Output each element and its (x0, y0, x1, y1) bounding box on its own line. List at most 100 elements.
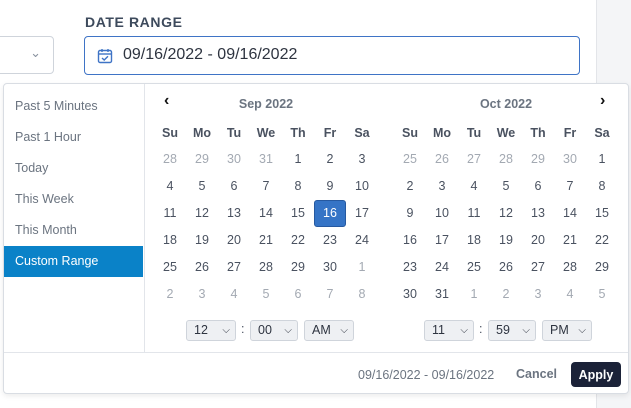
calendar-day[interactable]: 4 (470, 179, 478, 193)
calendar-day[interactable]: 22 (595, 233, 609, 247)
calendar-day[interactable]: 19 (499, 233, 513, 247)
calendar-day[interactable]: 8 (294, 179, 302, 193)
calendar-day[interactable]: 25 (467, 260, 481, 274)
calendar-day[interactable]: 1 (358, 260, 366, 274)
calendar-day[interactable]: 28 (163, 152, 177, 166)
calendar-day[interactable]: 24 (355, 233, 369, 247)
calendar-day[interactable]: 16 (403, 233, 417, 247)
calendar-day[interactable]: 12 (195, 206, 209, 220)
calendar-day[interactable]: 12 (499, 206, 513, 220)
range-item-custom-range[interactable]: Custom Range (4, 246, 143, 277)
calendar-day[interactable]: 13 (531, 206, 545, 220)
calendar-day[interactable]: 20 (531, 233, 545, 247)
calendar-day[interactable]: 10 (355, 179, 369, 193)
calendar-day[interactable]: 29 (291, 260, 305, 274)
calendar-day[interactable]: 6 (294, 287, 302, 301)
calendar-day[interactable]: 14 (259, 206, 273, 220)
calendar-day[interactable]: 17 (355, 206, 369, 220)
calendar-day[interactable]: 29 (195, 152, 209, 166)
range-item-this-month[interactable]: This Month (15, 223, 77, 237)
calendar-day[interactable]: 26 (499, 260, 513, 274)
calendar-day[interactable]: 2 (502, 287, 510, 301)
selected-day[interactable]: 16 (314, 200, 346, 227)
next-month-icon[interactable]: › (600, 92, 606, 109)
calendar-day[interactable]: 4 (566, 287, 574, 301)
left-dropdown[interactable]: ⌄ (0, 36, 54, 74)
calendar-day[interactable]: 15 (595, 206, 609, 220)
calendar-day[interactable]: 7 (326, 287, 334, 301)
calendar-day[interactable]: 1 (598, 152, 606, 166)
calendar-day[interactable]: 30 (563, 152, 577, 166)
calendar-day[interactable]: 22 (291, 233, 305, 247)
calendar-day[interactable]: 3 (438, 179, 446, 193)
calendar-day[interactable]: 25 (403, 152, 417, 166)
calendar-day[interactable]: 6 (230, 179, 238, 193)
calendar-day[interactable]: 5 (198, 179, 206, 193)
calendar-day[interactable]: 21 (563, 233, 577, 247)
calendar-day[interactable]: 7 (262, 179, 270, 193)
calendar-day[interactable]: 14 (563, 206, 577, 220)
apply-button[interactable]: Apply (571, 362, 621, 387)
hour-select[interactable]: 12 ⌵ (186, 320, 236, 341)
calendar-day[interactable]: 25 (163, 260, 177, 274)
calendar-day[interactable]: 5 (502, 179, 510, 193)
calendar-day[interactable]: 19 (195, 233, 209, 247)
calendar-day[interactable]: 28 (259, 260, 273, 274)
calendar-day[interactable]: 9 (326, 179, 334, 193)
calendar-day[interactable]: 5 (598, 287, 606, 301)
calendar-day[interactable]: 3 (534, 287, 542, 301)
calendar-day[interactable]: 11 (467, 206, 481, 220)
calendar-day[interactable]: 1 (470, 287, 478, 301)
calendar-day[interactable]: 18 (467, 233, 481, 247)
calendar-day[interactable]: 23 (323, 233, 337, 247)
range-item-past-5-minutes[interactable]: Past 5 Minutes (15, 99, 98, 113)
calendar-day[interactable]: 27 (227, 260, 241, 274)
ampm-select[interactable]: AM ⌵ (304, 320, 354, 341)
range-item-today[interactable]: Today (15, 161, 49, 175)
calendar-day[interactable]: 15 (291, 206, 305, 220)
calendar-day[interactable]: 11 (163, 206, 177, 220)
calendar-day[interactable]: 28 (499, 152, 513, 166)
calendar-day[interactable]: 5 (262, 287, 270, 301)
date-range-input[interactable]: 09/16/2022 - 09/16/2022 (84, 36, 580, 75)
calendar-day[interactable]: 3 (358, 152, 366, 166)
calendar-day[interactable]: 4 (230, 287, 238, 301)
calendar-day[interactable]: 8 (358, 287, 366, 301)
calendar-day[interactable]: 26 (435, 152, 449, 166)
range-item-past-1-hour[interactable]: Past 1 Hour (15, 130, 82, 144)
calendar-day[interactable]: 27 (531, 260, 545, 274)
calendar-day[interactable]: 13 (227, 206, 241, 220)
calendar-day[interactable]: 21 (259, 233, 273, 247)
calendar-day[interactable]: 29 (595, 260, 609, 274)
calendar-day[interactable]: 26 (195, 260, 209, 274)
calendar-day[interactable]: 6 (534, 179, 542, 193)
calendar-day[interactable]: 8 (598, 179, 606, 193)
calendar-day[interactable]: 17 (435, 233, 449, 247)
calendar-day[interactable]: 18 (163, 233, 177, 247)
calendar-day[interactable]: 1 (294, 152, 302, 166)
calendar-day[interactable]: 24 (435, 260, 449, 274)
calendar-day[interactable]: 2 (406, 179, 414, 193)
calendar-day[interactable]: 30 (227, 152, 241, 166)
range-item-this-week[interactable]: This Week (15, 192, 74, 206)
calendar-day[interactable]: 2 (166, 287, 174, 301)
calendar-day[interactable]: 10 (435, 206, 449, 220)
prev-month-icon[interactable]: ‹ (164, 92, 170, 109)
calendar-day[interactable]: 23 (403, 260, 417, 274)
calendar-day[interactable]: 31 (259, 152, 273, 166)
calendar-day[interactable]: 3 (198, 287, 206, 301)
calendar-day[interactable]: 28 (563, 260, 577, 274)
calendar-day[interactable]: 20 (227, 233, 241, 247)
calendar-day[interactable]: 31 (435, 287, 449, 301)
calendar-day[interactable]: 29 (531, 152, 545, 166)
calendar-day[interactable]: 4 (166, 179, 174, 193)
calendar-day[interactable]: 30 (403, 287, 417, 301)
minute-select[interactable]: 59 ⌵ (488, 320, 536, 341)
cancel-button[interactable]: Cancel (516, 367, 557, 381)
calendar-day[interactable]: 2 (326, 152, 334, 166)
calendar-day[interactable]: 7 (566, 179, 574, 193)
ampm-select[interactable]: PM ⌵ (542, 320, 592, 341)
calendar-day[interactable]: 30 (323, 260, 337, 274)
calendar-day[interactable]: 9 (406, 206, 414, 220)
minute-select[interactable]: 00 ⌵ (250, 320, 298, 341)
